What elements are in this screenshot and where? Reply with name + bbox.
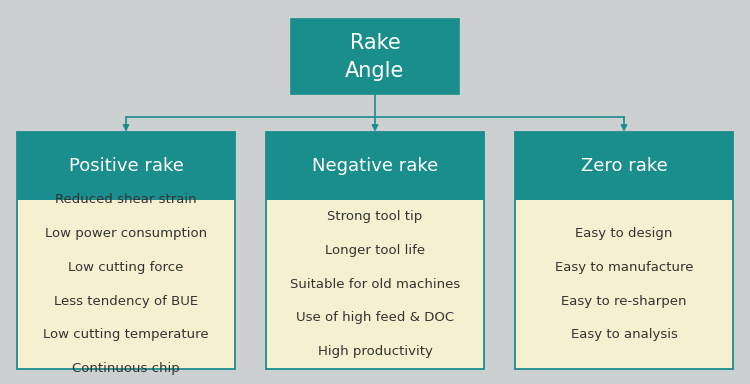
- Text: Longer tool life: Longer tool life: [325, 244, 425, 257]
- Text: Easy to manufacture: Easy to manufacture: [555, 261, 693, 274]
- Bar: [17, 132, 235, 200]
- Text: Less tendency of BUE: Less tendency of BUE: [54, 295, 198, 308]
- Text: Low cutting force: Low cutting force: [68, 261, 184, 274]
- Text: Low power consumption: Low power consumption: [45, 227, 207, 240]
- Text: Suitable for old machines: Suitable for old machines: [290, 278, 460, 291]
- Text: Zero rake: Zero rake: [580, 157, 668, 175]
- Bar: [515, 132, 733, 200]
- Text: Use of high feed & DOC: Use of high feed & DOC: [296, 311, 454, 324]
- Text: Reduced shear strain: Reduced shear strain: [56, 193, 196, 206]
- Bar: [266, 132, 484, 369]
- Text: Easy to design: Easy to design: [575, 227, 673, 240]
- Bar: [17, 132, 235, 369]
- Text: High productivity: High productivity: [317, 345, 433, 358]
- Text: Strong tool tip: Strong tool tip: [327, 210, 423, 223]
- Text: Rake
Angle: Rake Angle: [345, 33, 405, 81]
- Text: Low cutting temperature: Low cutting temperature: [44, 328, 209, 341]
- Bar: [266, 132, 484, 200]
- Text: Positive rake: Positive rake: [68, 157, 184, 175]
- Text: Easy to re-sharpen: Easy to re-sharpen: [561, 295, 687, 308]
- Text: Continuous chip: Continuous chip: [72, 362, 180, 375]
- Text: Easy to analysis: Easy to analysis: [571, 328, 677, 341]
- Text: Negative rake: Negative rake: [312, 157, 438, 175]
- Bar: [515, 132, 733, 369]
- Bar: [291, 19, 459, 94]
